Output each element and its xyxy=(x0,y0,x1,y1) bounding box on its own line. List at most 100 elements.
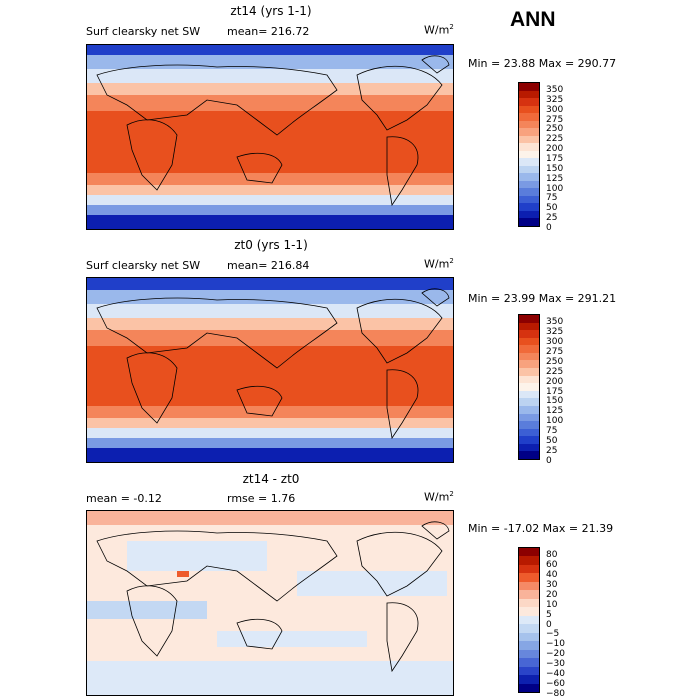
colorbar-segment xyxy=(519,98,539,106)
colorbar-tick-label: 300 xyxy=(546,104,564,115)
colorbar-segment xyxy=(519,548,539,557)
colorbar-segment xyxy=(519,218,539,226)
colorbar-segment xyxy=(519,150,539,159)
colorbar-segment xyxy=(519,173,539,181)
panel3-mean: mean = -0.12 xyxy=(86,492,162,505)
panel1-map-svg xyxy=(87,45,453,229)
colorbar-segment xyxy=(519,428,539,437)
colorbar-segment xyxy=(519,581,539,591)
colorbar-segment xyxy=(519,195,539,204)
colorbar-tick-label: 60 xyxy=(546,559,558,570)
colorbar-segment xyxy=(519,666,539,676)
colorbar-tick-label: 175 xyxy=(546,386,564,397)
colorbar-tick-label: 325 xyxy=(546,94,564,105)
panel1-mean: mean= 216.72 xyxy=(227,25,310,38)
colorbar-segment xyxy=(519,165,539,174)
colorbar-segment xyxy=(519,203,539,211)
colorbar-tick-label: 300 xyxy=(546,336,564,347)
panel1-variable-label: Surf clearsky net SW xyxy=(86,25,201,38)
panel3-title: zt14 - zt0 xyxy=(242,472,300,486)
colorbar-tick-label: 150 xyxy=(546,396,564,407)
colorbar-tick-label: 10 xyxy=(546,599,558,610)
colorbar-tick-label: 75 xyxy=(546,193,558,204)
colorbar-segment xyxy=(519,360,539,369)
colorbar-segment xyxy=(519,188,539,196)
colorbar-segment xyxy=(519,143,539,151)
panel3-colorbar xyxy=(518,547,540,693)
panel3-units: W/m2 xyxy=(424,490,454,504)
colorbar-segment xyxy=(519,368,539,376)
colorbar-tick-label: 0 xyxy=(546,223,552,234)
colorbar-segment xyxy=(519,158,539,166)
colorbar-tick-label: 250 xyxy=(546,124,564,135)
colorbar-segment xyxy=(519,683,539,692)
colorbar-segment xyxy=(519,632,539,642)
colorbar-segment xyxy=(519,315,539,323)
colorbar-tick-label: 350 xyxy=(546,85,564,95)
colorbar-tick-label: 50 xyxy=(546,203,558,214)
colorbar-segment xyxy=(519,337,539,346)
colorbar-tick-label: 75 xyxy=(546,426,558,437)
panel1-colorbar xyxy=(518,82,540,227)
colorbar-tick-label: 200 xyxy=(546,376,564,387)
season-label: ANN xyxy=(510,8,556,31)
colorbar-tick-label: 0 xyxy=(546,619,552,630)
panel2-mean: mean= 216.84 xyxy=(227,259,310,272)
colorbar-segment xyxy=(519,443,539,452)
colorbar-segment xyxy=(519,413,539,422)
colorbar-tick-label: −20 xyxy=(546,649,565,660)
colorbar-segment xyxy=(519,641,539,650)
colorbar-segment xyxy=(519,120,539,129)
colorbar-segment xyxy=(519,128,539,136)
colorbar-segment xyxy=(519,556,539,565)
colorbar-tick-label: 100 xyxy=(546,416,564,427)
colorbar-segment xyxy=(519,322,539,331)
panel2-units: W/m2 xyxy=(424,257,454,271)
colorbar-segment xyxy=(519,398,539,406)
colorbar-segment xyxy=(519,345,539,353)
panel1-minmax: Min = 23.88 Max = 290.77 xyxy=(468,57,617,70)
panel3-map-svg xyxy=(87,511,453,695)
colorbar-tick-label: 25 xyxy=(546,213,558,224)
colorbar-segment xyxy=(519,113,539,121)
colorbar-segment xyxy=(519,564,539,574)
colorbar-tick-label: −80 xyxy=(546,689,565,700)
colorbar-tick-label: 225 xyxy=(546,134,564,145)
colorbar-segment xyxy=(519,675,539,684)
panel2-colorbar xyxy=(518,314,540,460)
colorbar-tick-label: 30 xyxy=(546,579,558,590)
colorbar-segment xyxy=(519,330,539,338)
colorbar-tick-label: 275 xyxy=(546,114,564,125)
colorbar-tick-label: 40 xyxy=(546,569,558,580)
panel2-map-svg xyxy=(87,278,453,462)
colorbar-segment xyxy=(519,590,539,599)
panel2-title: zt0 (yrs 1-1) xyxy=(234,238,308,252)
colorbar-segment xyxy=(519,352,539,361)
colorbar-segment xyxy=(519,83,539,91)
colorbar-tick-label: 125 xyxy=(546,406,564,417)
colorbar-segment xyxy=(519,105,539,114)
colorbar-tick-label: 0 xyxy=(546,456,552,467)
colorbar-tick-label: 20 xyxy=(546,589,558,600)
colorbar-tick-label: 25 xyxy=(546,446,558,457)
colorbar-segment xyxy=(519,615,539,625)
colorbar-segment xyxy=(519,383,539,391)
colorbar-segment xyxy=(519,405,539,414)
colorbar-tick-label: 250 xyxy=(546,356,564,367)
colorbar-tick-label: 275 xyxy=(546,346,564,357)
colorbar-tick-label: 225 xyxy=(546,366,564,377)
colorbar-segment xyxy=(519,390,539,399)
colorbar-segment xyxy=(519,90,539,99)
colorbar-tick-label: 350 xyxy=(546,317,564,327)
colorbar-segment xyxy=(519,451,539,459)
colorbar-segment xyxy=(519,607,539,616)
colorbar-segment xyxy=(519,573,539,582)
colorbar-tick-label: −60 xyxy=(546,679,565,690)
colorbar-tick-label: 5 xyxy=(546,609,552,620)
panel1-units: W/m2 xyxy=(424,23,454,37)
colorbar-segment xyxy=(519,436,539,444)
colorbar-tick-label: 80 xyxy=(546,550,558,560)
colorbar-segment xyxy=(519,649,539,659)
colorbar-segment xyxy=(519,180,539,189)
colorbar-segment xyxy=(519,210,539,219)
